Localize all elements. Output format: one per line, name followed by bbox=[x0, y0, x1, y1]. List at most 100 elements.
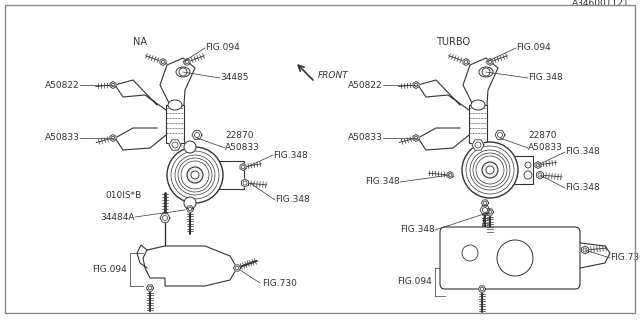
Polygon shape bbox=[479, 286, 486, 292]
Circle shape bbox=[163, 215, 168, 220]
Polygon shape bbox=[472, 140, 484, 150]
Circle shape bbox=[483, 201, 487, 205]
Text: FIG.348: FIG.348 bbox=[365, 178, 400, 187]
Polygon shape bbox=[535, 162, 541, 169]
Bar bbox=[166, 105, 184, 143]
Polygon shape bbox=[447, 172, 453, 179]
Polygon shape bbox=[147, 285, 154, 291]
Text: FIG.348: FIG.348 bbox=[565, 148, 600, 156]
Polygon shape bbox=[413, 82, 419, 89]
Circle shape bbox=[185, 60, 189, 64]
Polygon shape bbox=[536, 171, 543, 179]
Polygon shape bbox=[487, 59, 493, 66]
Polygon shape bbox=[582, 246, 588, 254]
Circle shape bbox=[524, 171, 532, 179]
Text: FIG.348: FIG.348 bbox=[528, 74, 563, 83]
FancyBboxPatch shape bbox=[440, 227, 580, 289]
Text: FIG.348: FIG.348 bbox=[275, 196, 310, 204]
Text: A50822: A50822 bbox=[348, 81, 383, 90]
Ellipse shape bbox=[168, 100, 182, 110]
Polygon shape bbox=[241, 179, 248, 187]
Circle shape bbox=[488, 210, 492, 214]
Polygon shape bbox=[184, 59, 190, 66]
Circle shape bbox=[236, 266, 239, 270]
Circle shape bbox=[179, 68, 187, 76]
Bar bbox=[469, 105, 487, 143]
Text: A346001121: A346001121 bbox=[572, 0, 630, 8]
Circle shape bbox=[414, 136, 418, 140]
Bar bbox=[212, 161, 244, 189]
Circle shape bbox=[497, 132, 502, 138]
Polygon shape bbox=[463, 59, 469, 66]
Text: FIG.094: FIG.094 bbox=[516, 44, 551, 52]
Text: FRONT: FRONT bbox=[318, 71, 349, 80]
Circle shape bbox=[448, 173, 452, 177]
Text: 010IS*B: 010IS*B bbox=[105, 190, 141, 199]
Circle shape bbox=[475, 142, 481, 148]
Circle shape bbox=[111, 83, 115, 87]
Text: A50833: A50833 bbox=[45, 133, 80, 142]
Circle shape bbox=[191, 171, 199, 179]
Polygon shape bbox=[186, 206, 193, 212]
Circle shape bbox=[583, 248, 587, 252]
Text: 22870: 22870 bbox=[528, 131, 557, 140]
Ellipse shape bbox=[471, 100, 485, 110]
Circle shape bbox=[414, 83, 418, 87]
Polygon shape bbox=[160, 214, 170, 222]
Circle shape bbox=[462, 245, 478, 261]
Circle shape bbox=[161, 60, 164, 64]
Text: 34484A: 34484A bbox=[100, 212, 135, 221]
Circle shape bbox=[536, 163, 540, 167]
Circle shape bbox=[172, 142, 178, 148]
Circle shape bbox=[111, 136, 115, 140]
Circle shape bbox=[488, 60, 492, 64]
Polygon shape bbox=[413, 134, 419, 141]
Text: A50833: A50833 bbox=[225, 143, 260, 153]
Circle shape bbox=[538, 173, 542, 177]
Polygon shape bbox=[110, 134, 116, 141]
Text: NA: NA bbox=[133, 37, 147, 47]
Circle shape bbox=[243, 181, 247, 185]
Polygon shape bbox=[234, 265, 241, 271]
Circle shape bbox=[483, 207, 488, 212]
Text: TURBO: TURBO bbox=[436, 37, 470, 47]
Text: FIG.094: FIG.094 bbox=[92, 266, 127, 275]
Circle shape bbox=[241, 165, 244, 169]
Circle shape bbox=[497, 240, 533, 276]
Text: A50833: A50833 bbox=[528, 143, 563, 153]
Text: FIG.348: FIG.348 bbox=[565, 183, 600, 193]
Polygon shape bbox=[481, 200, 488, 206]
Circle shape bbox=[188, 207, 192, 211]
Polygon shape bbox=[169, 140, 181, 150]
Text: A50833: A50833 bbox=[348, 133, 383, 142]
Text: 22870: 22870 bbox=[225, 131, 253, 140]
Circle shape bbox=[482, 68, 490, 76]
Text: 34485: 34485 bbox=[220, 74, 248, 83]
Text: FIG.348: FIG.348 bbox=[400, 226, 435, 235]
Text: FIG.094: FIG.094 bbox=[397, 277, 432, 286]
Text: A50822: A50822 bbox=[45, 81, 80, 90]
Polygon shape bbox=[192, 131, 202, 139]
Polygon shape bbox=[160, 59, 166, 66]
Circle shape bbox=[525, 162, 531, 168]
Polygon shape bbox=[110, 82, 116, 89]
Circle shape bbox=[482, 162, 498, 178]
Circle shape bbox=[480, 287, 484, 291]
Polygon shape bbox=[486, 209, 493, 215]
Text: FIG.348: FIG.348 bbox=[273, 150, 308, 159]
Text: FIG.730: FIG.730 bbox=[262, 278, 297, 287]
Circle shape bbox=[195, 132, 200, 138]
Ellipse shape bbox=[479, 67, 493, 77]
Polygon shape bbox=[240, 164, 246, 171]
Ellipse shape bbox=[176, 67, 190, 77]
Circle shape bbox=[462, 142, 518, 198]
Polygon shape bbox=[495, 131, 505, 139]
Circle shape bbox=[148, 286, 152, 290]
Text: FIG.094: FIG.094 bbox=[205, 44, 240, 52]
Circle shape bbox=[486, 166, 494, 174]
Polygon shape bbox=[480, 206, 490, 214]
Circle shape bbox=[187, 167, 203, 183]
Text: FIG.730: FIG.730 bbox=[610, 253, 640, 262]
Bar bbox=[503, 156, 533, 184]
Circle shape bbox=[167, 147, 223, 203]
